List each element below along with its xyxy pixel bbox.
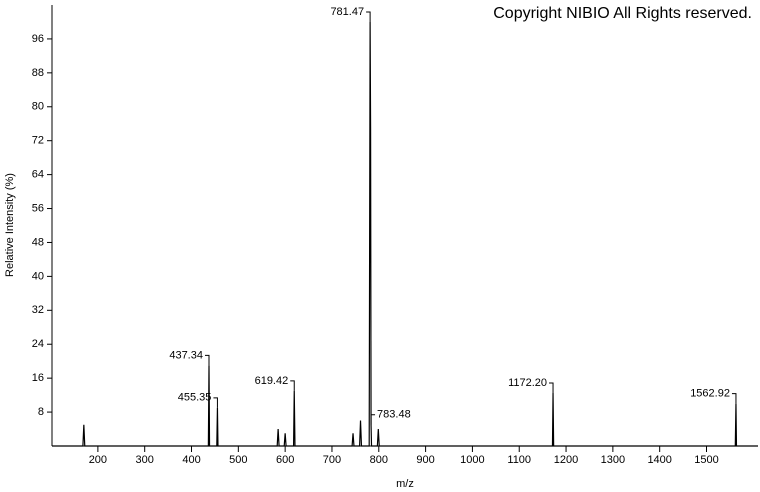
y-tick-label: 72 — [32, 135, 44, 147]
x-tick-label: 900 — [416, 454, 434, 466]
y-tick-label: 64 — [32, 169, 44, 181]
annotation-bracket — [366, 11, 371, 22]
x-tick-label: 600 — [276, 454, 294, 466]
y-tick-label: 48 — [32, 236, 44, 248]
annotation-label: 781.47 — [330, 6, 364, 18]
x-tick-label: 1200 — [554, 454, 578, 466]
annotation-bracket — [731, 393, 737, 404]
annotation-bracket — [370, 414, 376, 425]
x-tick-label: 1500 — [694, 454, 718, 466]
y-tick-label: 80 — [32, 101, 44, 113]
annotation-label: 619.42 — [255, 375, 289, 387]
y-tick-label: 56 — [32, 202, 44, 214]
x-tick-label: 700 — [323, 454, 341, 466]
x-tick-label: 400 — [182, 454, 200, 466]
x-tick-label: 1000 — [460, 454, 484, 466]
x-tick-label: 1100 — [507, 454, 531, 466]
y-tick-label: 88 — [32, 67, 44, 79]
y-tick-label: 24 — [32, 338, 44, 350]
x-axis-label: m/z — [396, 478, 414, 490]
y-tick-label: 16 — [32, 372, 44, 384]
annotation-bracket — [549, 382, 554, 393]
y-tick-label: 40 — [32, 270, 44, 282]
x-tick-label: 200 — [89, 454, 107, 466]
x-tick-label: 800 — [370, 454, 388, 466]
x-tick-label: 300 — [136, 454, 154, 466]
annotation-label: 1562.92 — [690, 388, 730, 400]
y-tick-label: 32 — [32, 304, 44, 316]
y-tick-label: 96 — [32, 33, 44, 45]
annotation-label: 437.34 — [169, 349, 203, 361]
x-tick-label: 1400 — [647, 454, 671, 466]
y-axis-label: Relative Intensity (%) — [4, 173, 16, 277]
annotation-label: 783.48 — [377, 409, 411, 421]
watermark: Copyright NIBIO All Rights reserved. — [493, 5, 752, 22]
annotation-bracket — [290, 380, 295, 391]
annotation-label: 1172.20 — [508, 377, 547, 389]
x-tick-label: 500 — [229, 454, 247, 466]
spectrum-line — [52, 21, 758, 447]
annotation-bracket — [204, 354, 210, 366]
annotation-bracket — [213, 397, 218, 408]
y-tick-label: 8 — [38, 406, 44, 418]
annotation-label: 455.35 — [178, 392, 212, 404]
x-tick-label: 1300 — [601, 454, 625, 466]
